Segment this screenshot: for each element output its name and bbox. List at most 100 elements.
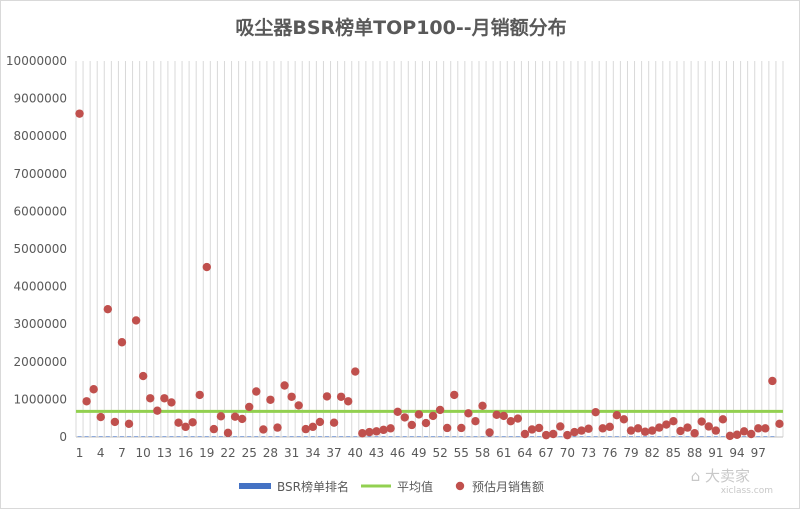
- data-point: [556, 422, 565, 431]
- bar: [98, 436, 103, 437]
- data-point: [237, 414, 247, 424]
- data-point: [400, 413, 409, 422]
- data-point: [188, 418, 197, 427]
- data-point: [563, 430, 572, 440]
- bar: [218, 436, 223, 437]
- data-point: [711, 426, 721, 435]
- bar: [621, 436, 626, 437]
- x-tick-label: 91: [708, 446, 723, 460]
- bar: [197, 436, 202, 437]
- data-point: [640, 427, 650, 436]
- bar: [332, 436, 337, 437]
- data-point: [676, 426, 685, 436]
- data-point: [138, 371, 148, 381]
- data-point: [365, 427, 374, 437]
- bar: [268, 436, 273, 437]
- x-tick-label: 46: [390, 446, 405, 460]
- bar: [636, 436, 641, 437]
- bar: [381, 436, 386, 437]
- data-point: [704, 422, 713, 431]
- x-tick-label: 40: [348, 446, 363, 460]
- bar: [756, 436, 761, 437]
- x-tick-label: 55: [454, 446, 469, 460]
- bar: [494, 436, 499, 437]
- bar: [713, 436, 718, 437]
- data-point: [584, 424, 593, 433]
- data-point: [549, 429, 558, 439]
- bar: [247, 436, 252, 437]
- data-point: [322, 392, 332, 401]
- bar: [685, 436, 690, 437]
- x-tick-label: 49: [411, 446, 426, 460]
- data-point: [386, 424, 395, 433]
- bar: [586, 436, 591, 437]
- bar: [650, 436, 655, 437]
- bar: [91, 436, 96, 437]
- legend-label-bar: BSR榜单排名: [277, 479, 349, 494]
- bar: [395, 436, 400, 437]
- data-point: [230, 412, 240, 421]
- data-point: [598, 424, 607, 433]
- x-tick-label: 52: [432, 446, 447, 460]
- data-point: [534, 423, 544, 433]
- legend-label-line: 平均值: [397, 479, 433, 494]
- bar: [720, 436, 725, 437]
- bar: [452, 436, 457, 437]
- data-point: [209, 424, 219, 434]
- data-point: [725, 431, 735, 441]
- bar: [367, 436, 372, 437]
- data-point: [732, 430, 742, 439]
- data-point: [506, 417, 516, 426]
- data-point: [683, 423, 692, 432]
- data-point: [351, 367, 360, 376]
- bar: [572, 436, 577, 437]
- data-point: [329, 418, 339, 427]
- x-tick-label: 19: [199, 446, 214, 460]
- bar: [183, 436, 188, 437]
- y-tick-label: 2000000: [14, 355, 67, 369]
- data-point: [259, 425, 268, 434]
- data-point: [612, 410, 622, 420]
- y-tick-label: 7000000: [14, 167, 67, 181]
- data-point: [492, 410, 501, 420]
- bar: [643, 436, 648, 437]
- data-point: [414, 410, 424, 419]
- bar: [296, 436, 301, 437]
- bar: [105, 436, 110, 437]
- data-point: [485, 428, 494, 437]
- x-tick-label: 88: [687, 446, 702, 460]
- data-point: [160, 394, 169, 403]
- data-point: [96, 412, 105, 422]
- x-tick-label: 25: [242, 446, 257, 460]
- bar: [211, 436, 216, 437]
- bar: [402, 436, 407, 437]
- bar: [254, 436, 259, 437]
- data-point: [648, 426, 657, 435]
- bar: [339, 436, 344, 437]
- data-point: [266, 395, 275, 404]
- y-tick-label: 0: [59, 430, 67, 444]
- data-point: [358, 429, 367, 438]
- bar: [770, 436, 775, 437]
- bar: [204, 436, 209, 437]
- x-tick-label: 64: [517, 446, 532, 460]
- data-point: [697, 417, 706, 426]
- data-point: [421, 418, 431, 428]
- bar: [388, 436, 393, 437]
- bar: [501, 436, 506, 437]
- data-point: [739, 427, 749, 436]
- y-tick-label: 4000000: [14, 280, 67, 294]
- data-point: [287, 392, 296, 401]
- data-point: [82, 397, 91, 406]
- bar: [190, 436, 195, 437]
- bar: [169, 436, 174, 437]
- x-tick-label: 22: [220, 446, 235, 460]
- data-point: [146, 394, 155, 403]
- bar: [699, 436, 704, 437]
- data-point: [626, 426, 636, 435]
- data-point: [662, 420, 671, 429]
- data-point: [252, 387, 261, 396]
- data-point: [435, 405, 445, 415]
- data-point: [301, 424, 310, 434]
